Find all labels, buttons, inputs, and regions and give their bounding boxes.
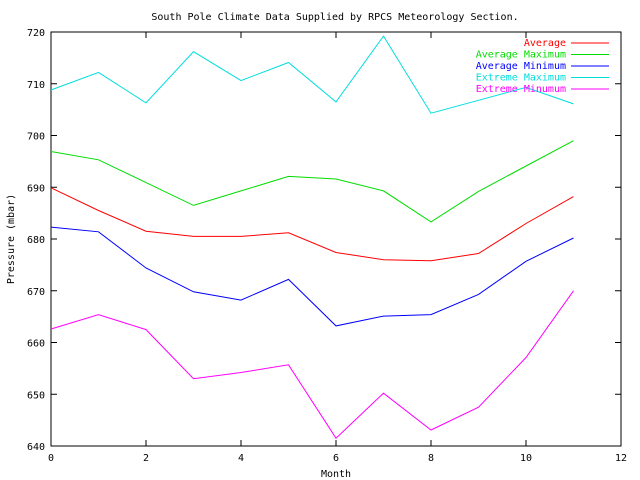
legend-label: Extreme Maximum xyxy=(476,73,566,84)
x-tick-label: 10 xyxy=(520,453,532,464)
y-tick-label: 710 xyxy=(27,80,45,91)
x-tick-label: 2 xyxy=(143,453,149,464)
y-tick-label: 670 xyxy=(27,287,45,298)
y-tick-label: 700 xyxy=(27,132,45,143)
y-axis-label: Pressure (mbar) xyxy=(6,194,17,284)
y-tick-label: 650 xyxy=(27,390,45,401)
x-axis: 0 2 4 6 8 10 12 xyxy=(48,32,627,464)
y-tick-label: 680 xyxy=(27,235,45,246)
x-tick-label: 6 xyxy=(333,453,339,464)
series-line-average xyxy=(50,187,574,262)
x-tick-label: 0 xyxy=(48,453,54,464)
x-tick-label: 8 xyxy=(428,453,434,464)
y-tick-label: 690 xyxy=(27,183,45,194)
y-tick-label: 660 xyxy=(27,339,45,350)
x-tick-label: 4 xyxy=(238,453,244,464)
series-lines xyxy=(50,35,574,439)
y-axis: 640 650 660 670 680 690 700 710 720 xyxy=(27,28,621,453)
series-line-extreme-minumum xyxy=(50,290,574,439)
y-tick-label: 720 xyxy=(27,28,45,39)
legend-label: Average Maximum xyxy=(476,50,566,61)
legend-label: Average Minimum xyxy=(476,61,566,72)
y-tick-label: 640 xyxy=(27,442,45,453)
x-axis-label: Month xyxy=(321,469,351,480)
legend-label: Extreme Minumum xyxy=(476,84,566,95)
x-tick-label: 12 xyxy=(615,453,627,464)
series-line-average-minimum xyxy=(50,226,574,327)
chart-title: South Pole Climate Data Supplied by RPCS… xyxy=(151,12,518,23)
series-line-average-maximum xyxy=(50,140,574,223)
legend-label: Average xyxy=(524,38,566,49)
series-line-extreme-maximum xyxy=(50,35,574,114)
